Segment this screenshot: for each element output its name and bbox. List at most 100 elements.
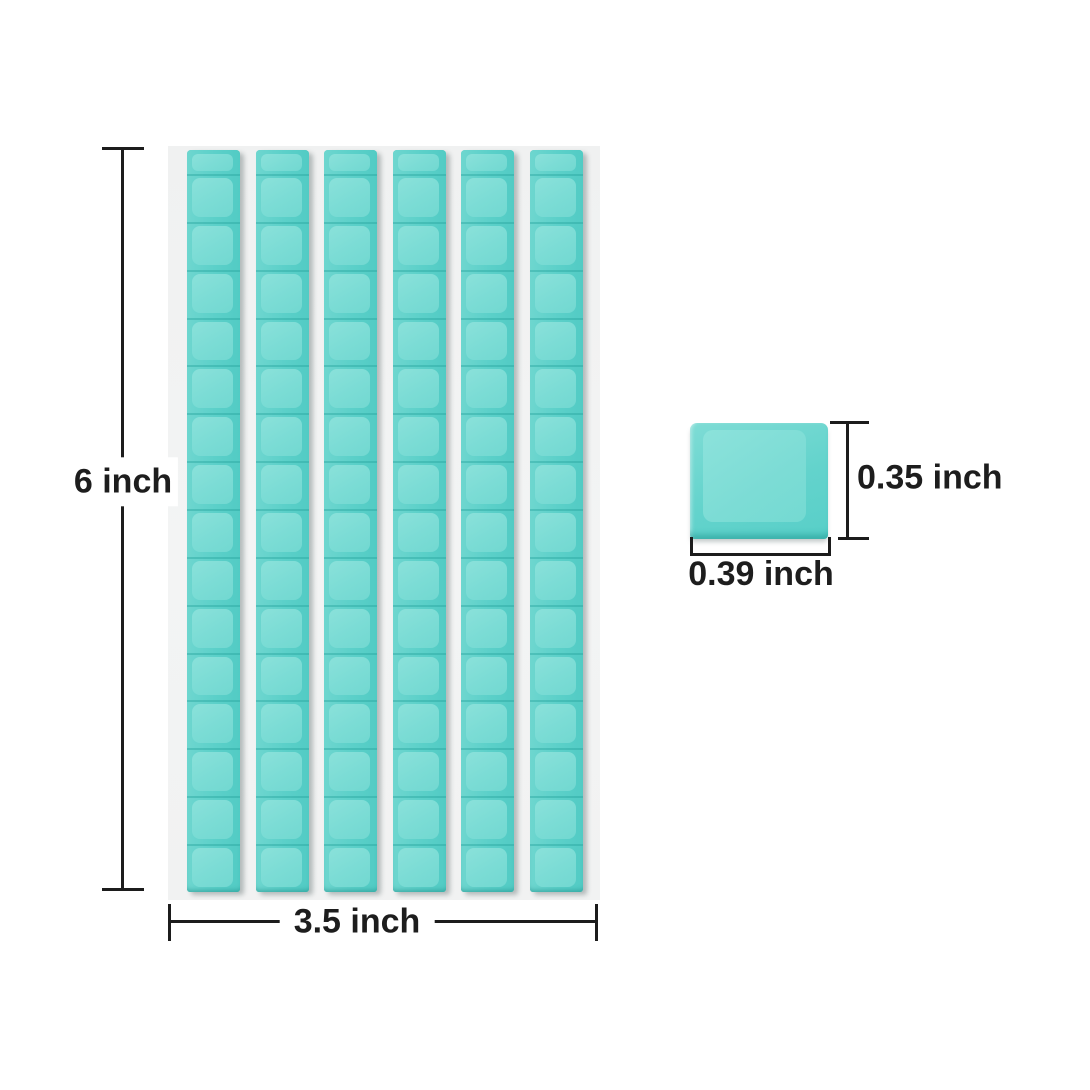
putty-segment xyxy=(255,750,309,799)
putty-segment-face xyxy=(329,848,371,887)
putty-segment-face xyxy=(192,369,233,409)
putty-segment xyxy=(392,511,446,559)
putty-segment-face xyxy=(466,800,508,840)
putty-segment-face xyxy=(397,225,439,265)
sheet-width-left-tick xyxy=(168,904,171,941)
sheet-width-right-tick xyxy=(595,904,598,941)
putty-segment-face xyxy=(534,225,576,265)
putty-segment xyxy=(392,223,446,272)
putty-segment xyxy=(255,367,309,416)
putty-segment-face xyxy=(192,178,233,217)
putty-segment-face xyxy=(397,154,439,171)
putty-segment xyxy=(461,463,515,512)
putty-segment-face xyxy=(329,321,371,361)
putty-segment-face xyxy=(192,273,233,313)
putty-segment xyxy=(529,606,583,655)
putty-segment-face xyxy=(397,417,439,457)
putty-segment-face xyxy=(534,178,576,217)
putty-segment-face xyxy=(192,848,233,887)
putty-segment xyxy=(392,846,446,892)
putty-segment xyxy=(187,702,240,751)
putty-segment xyxy=(529,463,583,512)
putty-segment-face xyxy=(466,178,508,217)
putty-segment-face xyxy=(534,560,576,600)
putty-segment-face xyxy=(397,560,439,600)
putty-segment xyxy=(324,150,378,176)
putty-segment-face xyxy=(466,513,508,552)
putty-segment-face xyxy=(397,321,439,361)
putty-segment xyxy=(392,415,446,464)
putty-segment xyxy=(187,463,240,512)
putty-segment xyxy=(255,415,309,464)
putty-segment xyxy=(392,367,446,416)
putty-segment-face xyxy=(466,704,508,744)
putty-segment xyxy=(187,150,240,176)
putty-segment xyxy=(187,750,240,799)
putty-segment xyxy=(392,271,446,320)
putty-segment-face xyxy=(534,608,576,648)
putty-segment xyxy=(461,606,515,655)
putty-segment-face xyxy=(260,369,302,409)
putty-segment-face xyxy=(329,560,371,600)
putty-segment xyxy=(461,702,515,751)
putty-segment xyxy=(392,319,446,368)
putty-strip xyxy=(392,150,446,892)
putty-segment-face xyxy=(329,800,371,840)
putty-segment xyxy=(255,150,309,176)
putty-segment xyxy=(529,367,583,416)
putty-segment-face xyxy=(329,608,371,648)
putty-segment-face xyxy=(192,321,233,361)
putty-segment-face xyxy=(397,704,439,744)
putty-segment xyxy=(255,223,309,272)
putty-segment-face xyxy=(534,513,576,552)
putty-segment-face xyxy=(192,800,233,840)
putty-segment xyxy=(529,176,583,224)
putty-segment xyxy=(461,223,515,272)
putty-segment xyxy=(255,846,309,892)
putty-segment xyxy=(187,367,240,416)
putty-segment xyxy=(461,176,515,224)
single-putty-tile-face xyxy=(703,430,806,522)
putty-segment xyxy=(255,271,309,320)
putty-segment xyxy=(392,150,446,176)
putty-strip xyxy=(529,150,583,892)
putty-segment-face xyxy=(260,848,302,887)
putty-segment-face xyxy=(534,848,576,887)
tile-height-label: 0.35 inch xyxy=(857,458,1003,497)
putty-segment-face xyxy=(260,465,302,505)
putty-segment xyxy=(461,798,515,847)
putty-segment xyxy=(187,511,240,559)
putty-segment-face xyxy=(466,848,508,887)
putty-segment-face xyxy=(329,417,371,457)
putty-segment xyxy=(324,176,378,224)
putty-segment-face xyxy=(329,465,371,505)
putty-segment xyxy=(187,223,240,272)
putty-segment xyxy=(324,846,378,892)
putty-segment xyxy=(255,511,309,559)
putty-strip xyxy=(187,150,240,892)
putty-segment-face xyxy=(192,225,233,265)
putty-segment xyxy=(461,271,515,320)
putty-strip xyxy=(461,150,515,892)
putty-segment-face xyxy=(260,225,302,265)
putty-segment-face xyxy=(329,369,371,409)
putty-segment-face xyxy=(192,704,233,744)
putty-segment-face xyxy=(534,704,576,744)
sheet-height-label: 6 inch xyxy=(67,457,179,507)
putty-segment xyxy=(187,606,240,655)
putty-segment xyxy=(529,702,583,751)
putty-segment-face xyxy=(329,178,371,217)
putty-segment-face xyxy=(397,513,439,552)
putty-segment xyxy=(324,463,378,512)
sheet-height-bottom-tick xyxy=(102,888,144,891)
putty-segment xyxy=(461,415,515,464)
putty-segment xyxy=(529,415,583,464)
putty-segment xyxy=(187,654,240,703)
putty-segment xyxy=(324,558,378,607)
tile-height-bottom-tick xyxy=(838,537,869,540)
putty-segment-face xyxy=(329,513,371,552)
putty-segment-face xyxy=(260,608,302,648)
tile-height-top-tick xyxy=(830,421,869,424)
putty-segment-face xyxy=(534,465,576,505)
